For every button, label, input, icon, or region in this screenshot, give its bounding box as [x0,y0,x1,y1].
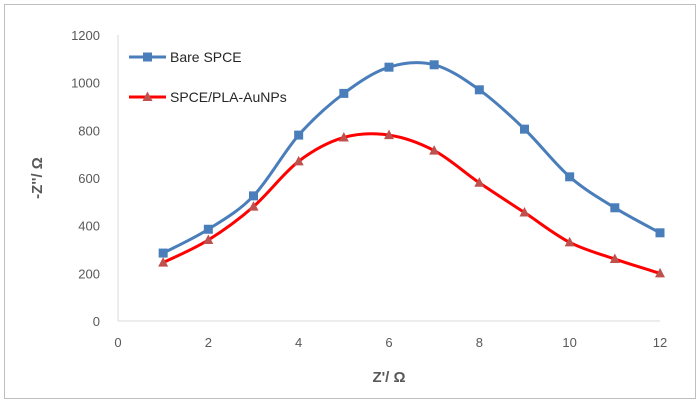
data-point [474,85,484,95]
y-tick-label: 600 [78,171,100,186]
data-point [158,248,168,258]
y-tick-label: 200 [78,266,100,281]
data-point [249,191,258,201]
x-tick-label: 10 [562,335,576,350]
data-point [294,130,304,140]
x-tick-label: 0 [114,335,121,350]
data-point [655,267,665,278]
legend-entry: Bare SPCE [129,49,242,65]
y-tick-label: 800 [78,123,100,138]
x-tick-label: 8 [476,335,483,350]
axes: 0 2 4 6 8 10 12 0 200 400 600 800 1000 1200 [71,28,667,350]
data-point [293,155,304,166]
y-tick-label: 1000 [71,76,100,91]
data-point [248,201,259,211]
legend-label: SPCE/PLA-AuNPs [170,89,287,105]
data-point [338,131,349,142]
data-point [429,60,439,70]
x-tick-label: 12 [653,335,667,350]
legend-entry: SPCE/PLA-AuNPs [129,89,287,105]
series-0 [158,60,665,258]
legend-marker [142,91,153,101]
x-axis-title: Z'/ Ω [372,369,405,386]
data-point [610,203,620,213]
data-point [609,253,620,264]
legend: Bare SPCE SPCE/PLA-AuNPs [129,49,287,105]
y-tick-label: 1200 [71,28,100,43]
series-layer [158,60,665,278]
data-point [203,234,214,244]
x-tick-label: 2 [205,335,212,350]
data-point [519,207,530,217]
series-line [161,132,662,275]
data-point [429,145,440,155]
y-tick-label: 0 [93,314,100,329]
data-point [520,124,529,134]
y-tick-label: 400 [78,219,100,234]
data-point [158,257,169,267]
data-point [655,228,665,238]
data-point [384,62,394,72]
y-axis-title: -Z''/ Ω [29,157,46,199]
data-point [384,129,394,140]
data-point [474,177,485,187]
legend-label: Bare SPCE [170,49,242,65]
data-point [339,88,349,98]
data-point [203,224,213,234]
x-tick-label: 6 [385,335,392,350]
x-tick-label: 4 [295,335,302,350]
chart-frame [4,4,696,399]
data-point [564,236,575,247]
data-point [565,172,575,182]
legend-marker [143,52,152,62]
series-1 [158,129,665,278]
